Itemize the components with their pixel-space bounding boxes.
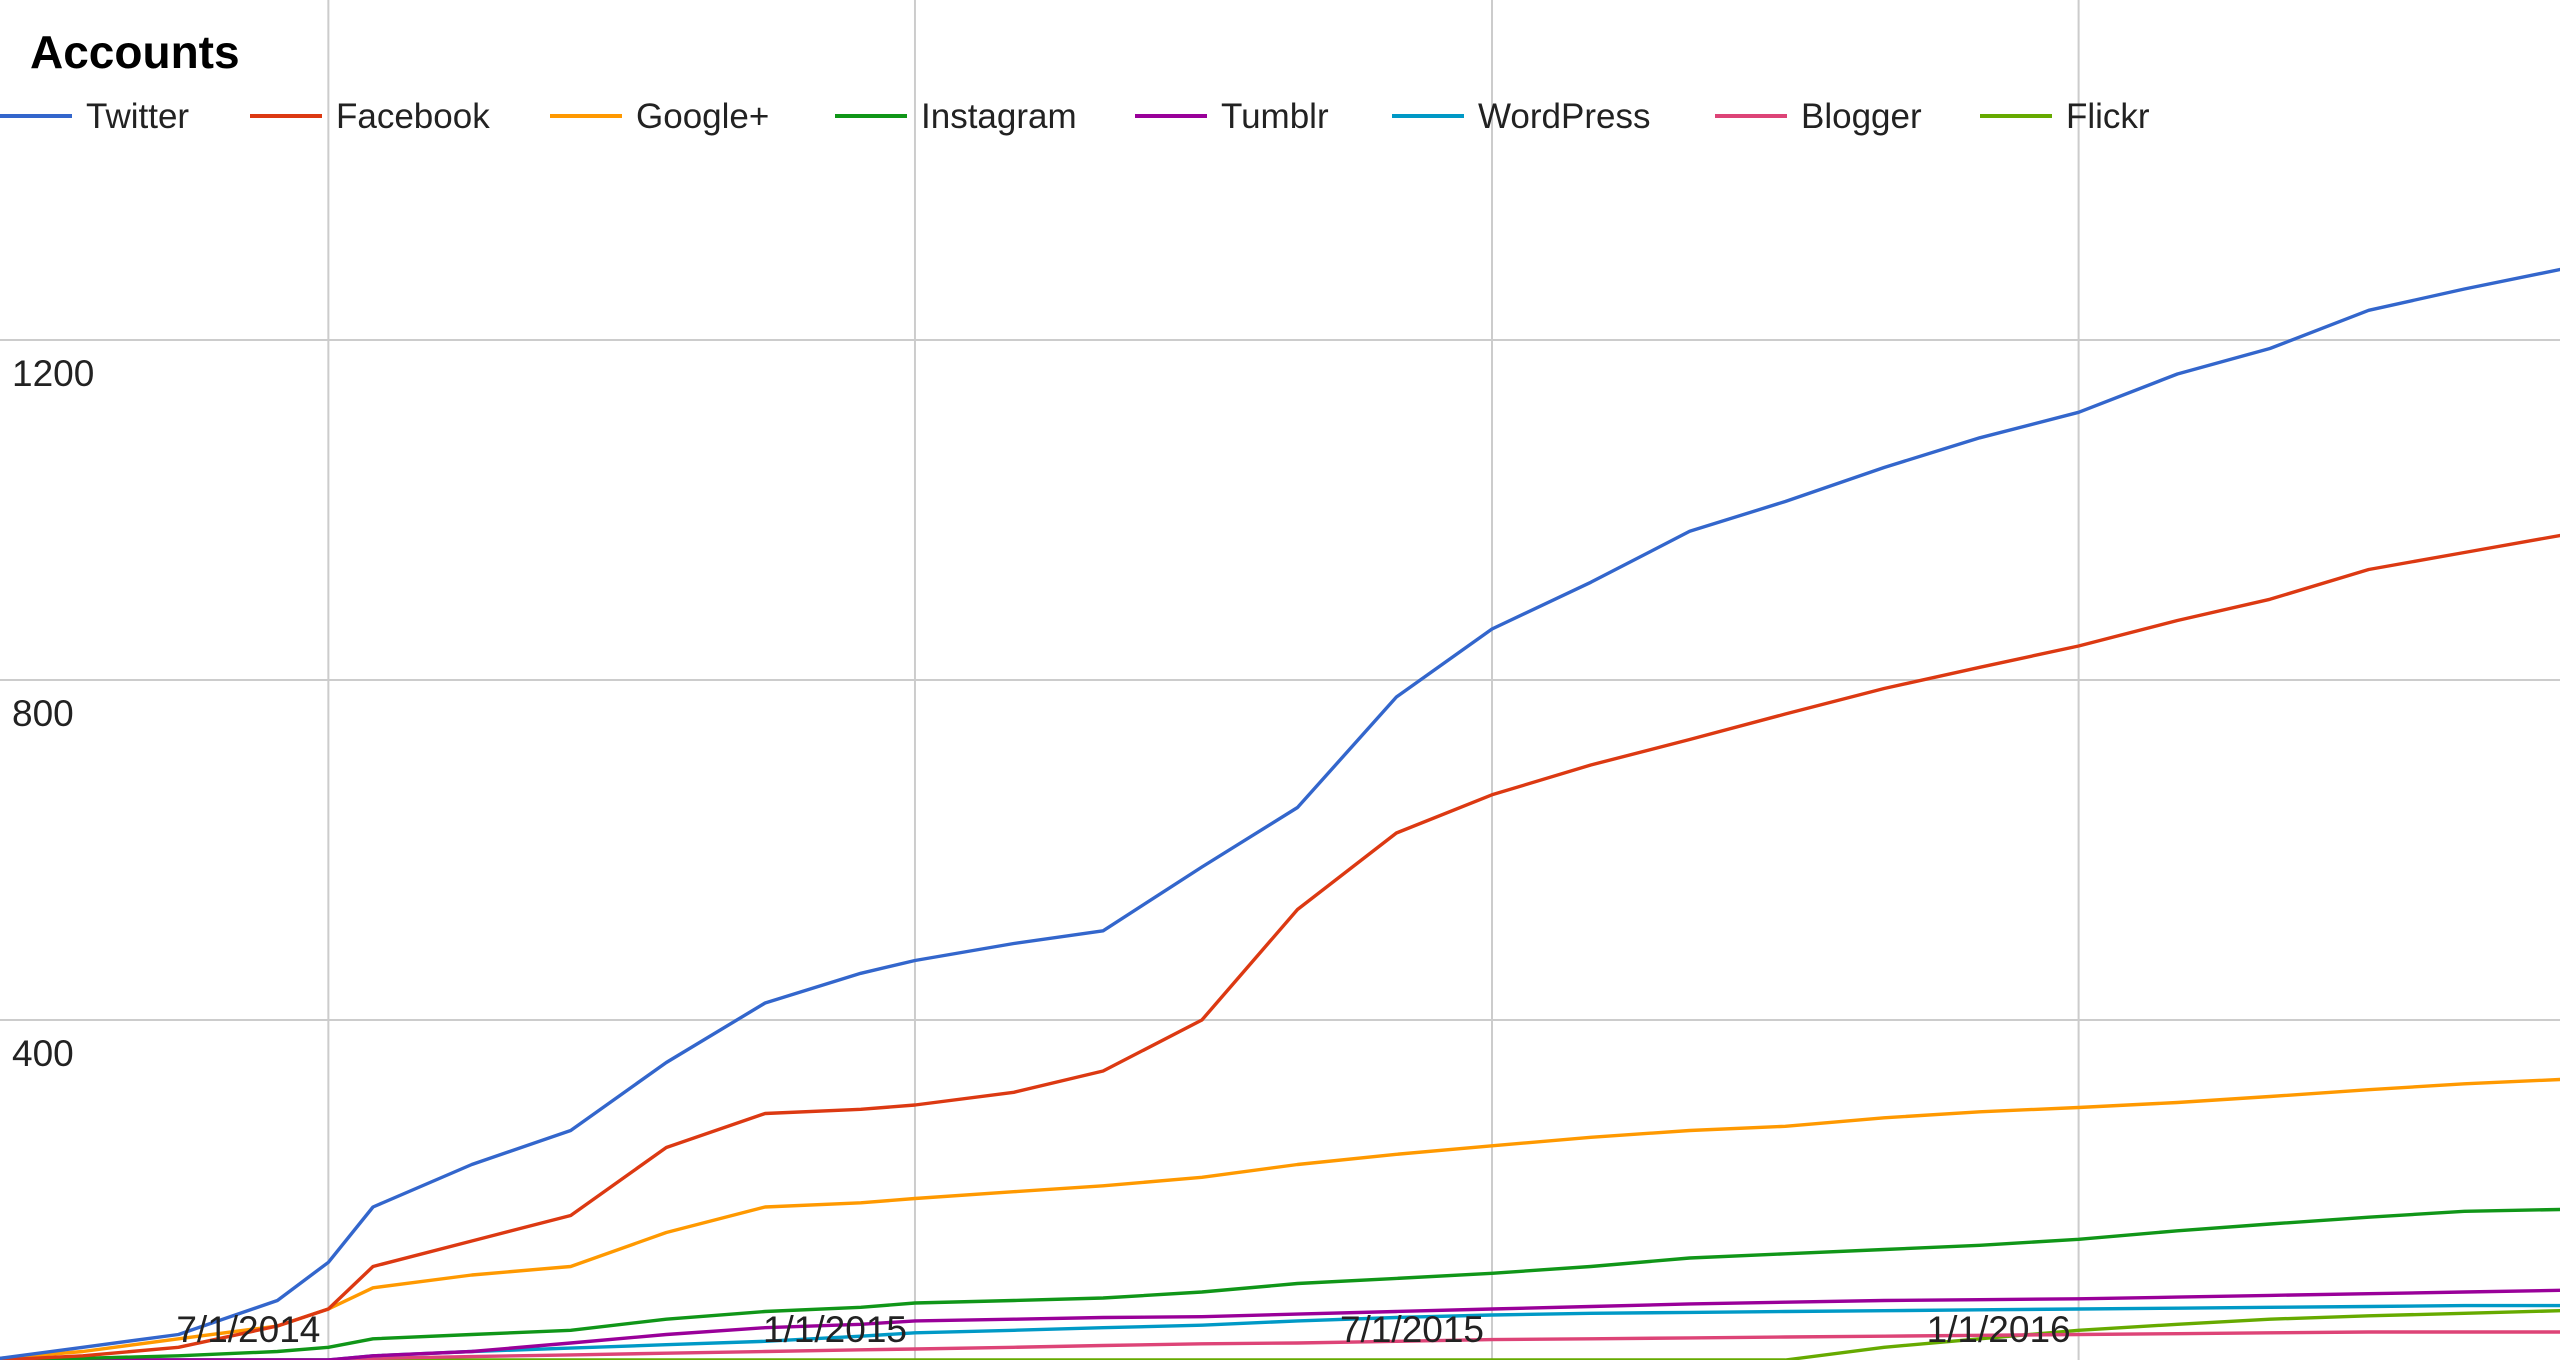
legend-item-google-: Google+ [550, 97, 769, 136]
legend-item-flickr: Flickr [1980, 97, 2150, 136]
series-line-instagram [0, 1207, 2560, 1360]
y-tick-label: 1200 [12, 353, 94, 394]
legend-label: Blogger [1801, 97, 1922, 136]
legend-item-facebook: Facebook [250, 97, 490, 136]
legend: Twitter Facebook Google+ Instagram Tumblr Wor… [0, 97, 2150, 136]
series-line-facebook [0, 533, 2560, 1360]
legend-item-blogger: Blogger [1715, 97, 1922, 136]
legend-label: Facebook [336, 97, 490, 136]
legend-label: WordPress [1478, 97, 1650, 136]
series-line-tumblr [0, 1288, 2560, 1360]
legend-label: Tumblr [1221, 97, 1329, 136]
chart-title: Accounts [30, 26, 240, 78]
x-tick-label: 1/1/2016 [1927, 1309, 2071, 1350]
series-line-google- [0, 1077, 2560, 1360]
legend-label: Instagram [921, 97, 1077, 136]
y-tick-label: 800 [12, 693, 74, 734]
x-tick-label: 7/1/2014 [176, 1309, 320, 1350]
legend-label: Twitter [86, 97, 189, 136]
series-line-twitter [0, 267, 2560, 1360]
x-axis-ticks: 7/1/2014 1/1/2015 7/1/2015 1/1/2016 [176, 1309, 2070, 1350]
legend-label: Google+ [636, 97, 769, 136]
y-tick-label: 400 [12, 1033, 74, 1074]
x-tick-label: 1/1/2015 [763, 1309, 907, 1350]
series-lines [0, 267, 2560, 1360]
series-line-flickr [0, 1308, 2560, 1360]
legend-item-wordpress: WordPress [1392, 97, 1650, 136]
legend-item-twitter: Twitter [0, 97, 189, 136]
y-axis-ticks: 400 800 1200 [12, 353, 94, 1074]
legend-item-tumblr: Tumblr [1135, 97, 1329, 136]
legend-label: Flickr [2066, 97, 2150, 136]
x-tick-label: 7/1/2015 [1340, 1309, 1484, 1350]
legend-item-instagram: Instagram [835, 97, 1077, 136]
